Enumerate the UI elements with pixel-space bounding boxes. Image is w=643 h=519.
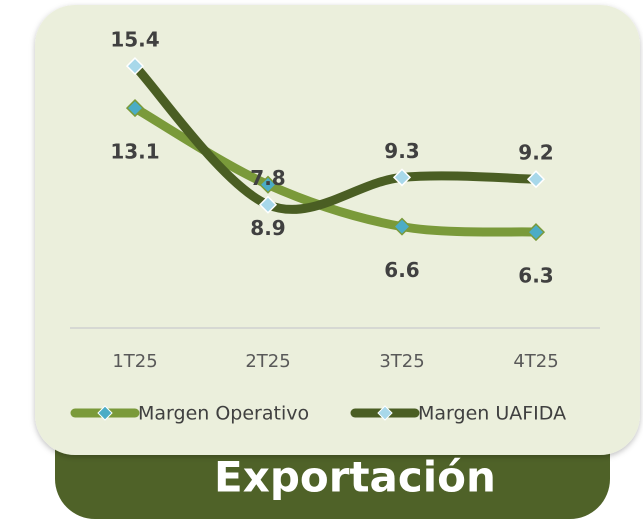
- marker: [125, 57, 145, 76]
- data-label: 6.6: [384, 258, 419, 282]
- x-tick-label: 2T25: [245, 351, 290, 372]
- x-tick-label: 3T25: [379, 351, 424, 372]
- marker: [125, 99, 145, 118]
- x-tick-label: 1T25: [112, 351, 157, 372]
- legend-label: Margen UAFIDA: [418, 403, 566, 425]
- data-label: 9.3: [384, 139, 419, 163]
- marker: [258, 175, 278, 194]
- marker: [526, 170, 546, 189]
- data-label: 8.9: [250, 216, 285, 240]
- line: [130, 103, 541, 237]
- data-label: 15.4: [110, 28, 159, 52]
- data-label: 6.3: [518, 264, 553, 288]
- marker: [392, 217, 412, 236]
- data-label: 13.1: [110, 140, 159, 164]
- legend-marker: [377, 405, 393, 421]
- line: [130, 61, 541, 214]
- marker: [526, 223, 546, 242]
- data-label: 9.2: [518, 141, 553, 165]
- chart-title: Exportación: [214, 453, 496, 502]
- marker: [258, 195, 278, 214]
- plot-panel: [35, 5, 640, 455]
- legend-marker: [97, 405, 113, 421]
- marker: [392, 168, 412, 187]
- x-tick-label: 4T25: [513, 351, 558, 372]
- data-label: 7.8: [250, 166, 285, 190]
- legend-label: Margen Operativo: [138, 403, 309, 425]
